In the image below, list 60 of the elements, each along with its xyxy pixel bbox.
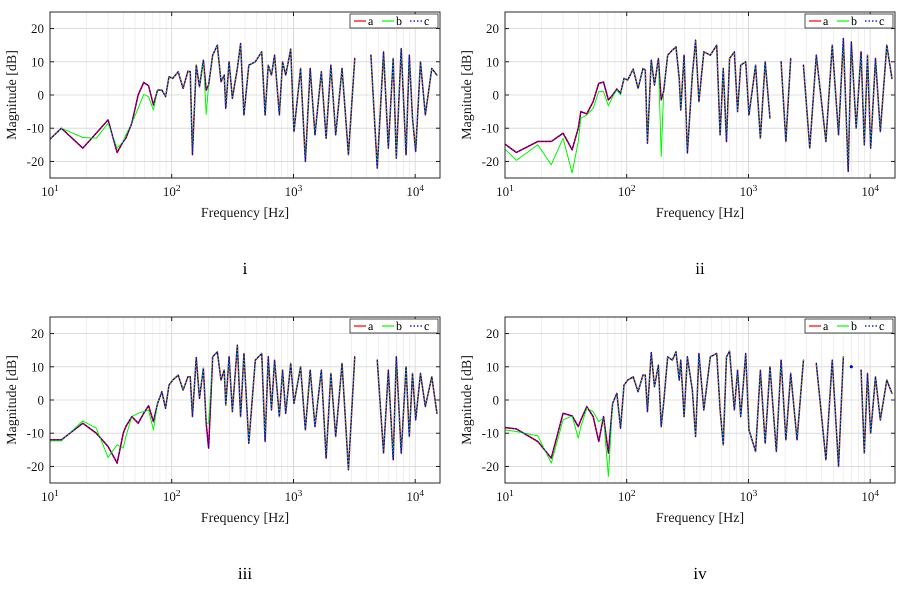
x-tick-label: 10$^{4}$ [406, 184, 424, 199]
y-tick-label: -20 [26, 154, 44, 169]
y-tick-label: 10 [31, 54, 44, 70]
x-axis-title: Frequency [Hz] [656, 511, 744, 526]
y-tick-label: -10 [26, 120, 44, 136]
y-tick-label: 0 [38, 392, 44, 408]
x-tick-label: 10$^{3}$ [740, 184, 758, 199]
y-tick-label: -10 [26, 426, 44, 441]
y-tick-label: -20 [482, 458, 499, 474]
x-axis-title: Frequency [Hz] [200, 206, 290, 221]
legend-label: a [823, 319, 829, 333]
x-tick-label: 10$^{2}$ [618, 489, 636, 504]
legend-label: a [823, 14, 829, 28]
y-tick-label: 20 [486, 326, 499, 342]
y-tick-label: -10 [482, 120, 499, 136]
y-axis-title: Magnitude [dB] [5, 50, 20, 140]
y-tick-label: 0 [492, 88, 499, 102]
y-tick-label: 20 [486, 21, 499, 36]
text: iv [693, 564, 708, 583]
legend-label: c [879, 319, 884, 333]
x-tick-label: 10$^{2}$ [618, 184, 636, 199]
x-tick-label: 10$^{1}$ [41, 489, 60, 504]
x-tick-label: 10$^{2}$ [162, 184, 181, 199]
text: iii [238, 564, 252, 583]
y-tick-label: 0 [38, 88, 44, 102]
text: ii [695, 259, 705, 278]
legend-label: a [368, 319, 374, 333]
y-tick-label: 20 [31, 21, 44, 36]
y-tick-label: 0 [492, 392, 499, 408]
x-tick-label: 10$^{3}$ [740, 489, 758, 504]
x-axis-title: Frequency [Hz] [200, 511, 290, 526]
legend-label: b [396, 319, 402, 333]
y-tick-label: -20 [26, 458, 44, 474]
legend-label: b [851, 14, 857, 28]
y-axis-title: Magnitude [dB] [460, 355, 475, 445]
legend-label: b [851, 319, 857, 333]
y-tick-label: 20 [31, 326, 44, 342]
legend-label: a [368, 14, 374, 28]
y-axis-title: Magnitude [dB] [5, 355, 20, 445]
x-tick-label: 10$^{3}$ [284, 184, 303, 199]
legend-label: c [879, 14, 884, 28]
x-tick-label: 10$^{4}$ [861, 184, 880, 199]
legend-label: c [424, 319, 430, 333]
x-tick-label: 10$^{1}$ [496, 489, 514, 504]
y-axis-title: Magnitude [dB] [460, 50, 475, 140]
x-axis-title: Frequency [Hz] [656, 206, 744, 221]
y-tick-label: 10 [486, 54, 499, 70]
x-tick-label: 10$^{2}$ [162, 489, 181, 504]
y-tick-label: 10 [486, 359, 499, 374]
x-tick-label: 10$^{4}$ [861, 489, 880, 504]
x-tick-label: 10$^{1}$ [41, 184, 60, 199]
x-tick-label: 10$^{1}$ [496, 184, 514, 199]
legend-label: b [396, 14, 402, 28]
text: i [242, 259, 248, 278]
y-tick-label: -20 [482, 154, 499, 169]
x-tick-label: 10$^{3}$ [284, 489, 303, 504]
legend-label: c [424, 14, 430, 28]
x-tick-label: 10$^{4}$ [406, 489, 424, 504]
y-tick-label: 10 [31, 359, 44, 374]
y-tick-label: -10 [482, 426, 499, 441]
